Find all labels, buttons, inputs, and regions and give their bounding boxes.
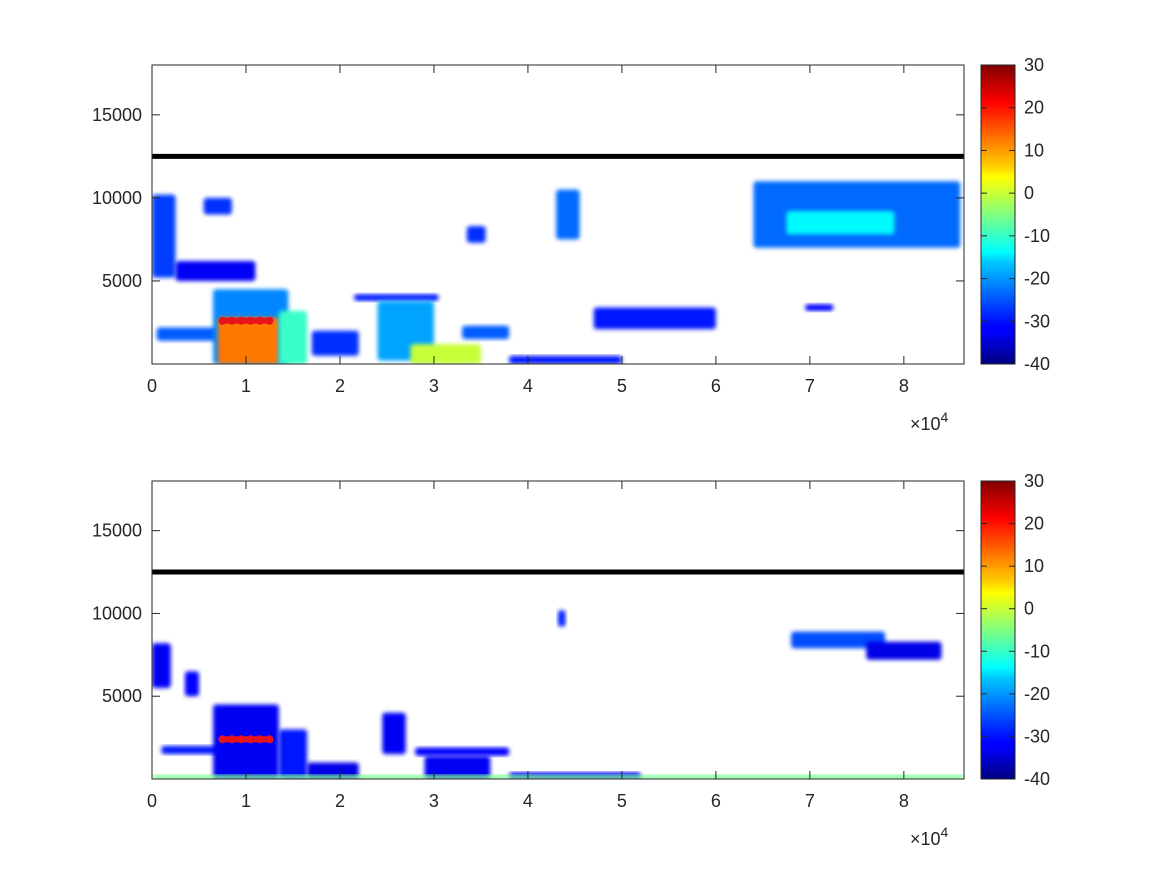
heatmap-region (354, 294, 439, 301)
heatmap-region (217, 317, 279, 364)
colorbar-tick-label: 20 (1024, 514, 1044, 534)
colorbar-tick-label: -20 (1024, 684, 1050, 704)
heatmap-region (415, 747, 510, 756)
marker-point (256, 316, 265, 325)
heatmap-region (424, 755, 491, 779)
colorbar-tick-label: 10 (1024, 140, 1044, 160)
heatmap-region (791, 631, 886, 649)
subplot-1: 0 1 2 3 4 5 6 7 8×104 5000 10000 15000 -40 -30 -20 -10 0… (92, 55, 1050, 434)
heatmap-region (278, 729, 308, 779)
colorbar-gradient (980, 480, 1016, 780)
colorbar-tick-label: -30 (1024, 311, 1050, 331)
colorbar-tick-label: -10 (1024, 226, 1050, 246)
heatmap-region (593, 307, 716, 330)
marker-point (227, 735, 236, 744)
colorbar: -40 -30 -20 -10 0 10 20 30 (980, 471, 1050, 789)
heatmap-region (556, 189, 580, 240)
x-tick-label: 7 (805, 791, 815, 811)
heatmap-region (466, 226, 486, 243)
x-tick-label: 8 (899, 791, 909, 811)
axes-frame (151, 64, 965, 365)
marker-point (246, 735, 255, 744)
colorbar-tick-label: -40 (1024, 769, 1050, 789)
colorbar-tick-label: 30 (1024, 471, 1044, 491)
heatmap-region (152, 194, 176, 278)
x-tick-label: 1 (241, 791, 251, 811)
colorbar-tick-label: 20 (1024, 98, 1044, 118)
heatmap-region (786, 211, 895, 235)
heatmap-region (509, 355, 622, 364)
heatmap-region (462, 325, 510, 340)
colorbar-tick-label: -20 (1024, 269, 1050, 289)
colorbar-tick-label: -40 (1024, 354, 1050, 374)
marker-point (218, 735, 227, 744)
x-tick-label: 3 (429, 791, 439, 811)
heatmap-region (184, 671, 199, 697)
heatmap-layer (152, 569, 964, 779)
y-tick-label: 15000 (92, 521, 142, 541)
heatmap-region (156, 327, 228, 341)
x-tick-label: 7 (805, 376, 815, 396)
marker-point (265, 735, 274, 744)
heatmap-region (203, 197, 232, 215)
colorbar-tick-label: 10 (1024, 556, 1044, 576)
heatmap-layer (152, 153, 964, 364)
x-tick-label: 2 (335, 791, 345, 811)
x-tick-label: 5 (617, 791, 627, 811)
x-tick-label: 2 (335, 376, 345, 396)
y-tick-label: 10000 (92, 188, 142, 208)
heatmap-region (175, 261, 256, 281)
colorbar-tick-label: 30 (1024, 55, 1044, 75)
colorbar-tick-label: -10 (1024, 641, 1050, 661)
heatmap-region (410, 344, 481, 364)
marker-point (246, 316, 255, 325)
heatmap-region (866, 641, 942, 660)
subplot-2: 0 1 2 3 4 5 6 7 8×104 5000 10000 15000 -40 -30 -20 -10 0… (92, 471, 1050, 849)
marker-point (218, 316, 227, 325)
x-tick-label: 4 (523, 376, 533, 396)
y-tick-label: 15000 (92, 105, 142, 125)
x-tick-label: 6 (711, 791, 721, 811)
x-tick-label: 0 (147, 376, 157, 396)
x-tick-label: 8 (899, 376, 909, 396)
colorbar-tick-label: 0 (1024, 599, 1034, 619)
axes-frame (151, 480, 965, 780)
x-tick-label: 6 (711, 376, 721, 396)
x-exponent-label: ×104 (910, 824, 949, 849)
colorbar-tick-label: -30 (1024, 726, 1050, 746)
marker-point (265, 316, 274, 325)
x-tick-label: 0 (147, 791, 157, 811)
x-tick-label: 1 (241, 376, 251, 396)
x-exponent-label: ×104 (910, 409, 949, 434)
colorbar-gradient (980, 64, 1016, 365)
heatmap-region (382, 712, 406, 755)
heatmap-region (558, 610, 566, 627)
marker-point (237, 316, 246, 325)
marker-point (256, 735, 265, 744)
marker-point (227, 316, 236, 325)
heatmap-region (152, 774, 964, 779)
heatmap-region (805, 304, 834, 311)
y-tick-label: 5000 (102, 686, 142, 706)
x-tick-label: 4 (523, 791, 533, 811)
heatmap-region (311, 330, 359, 356)
x-tick-label: 5 (617, 376, 627, 396)
colorbar: -40 -30 -20 -10 0 10 20 30 (980, 55, 1050, 374)
colorbar-tick-label: 0 (1024, 183, 1034, 203)
heatmap-region (278, 310, 308, 364)
heatmap-region (152, 643, 171, 688)
y-tick-label: 5000 (102, 271, 142, 291)
y-tick-label: 10000 (92, 603, 142, 623)
x-tick-label: 3 (429, 376, 439, 396)
marker-point (237, 735, 246, 744)
